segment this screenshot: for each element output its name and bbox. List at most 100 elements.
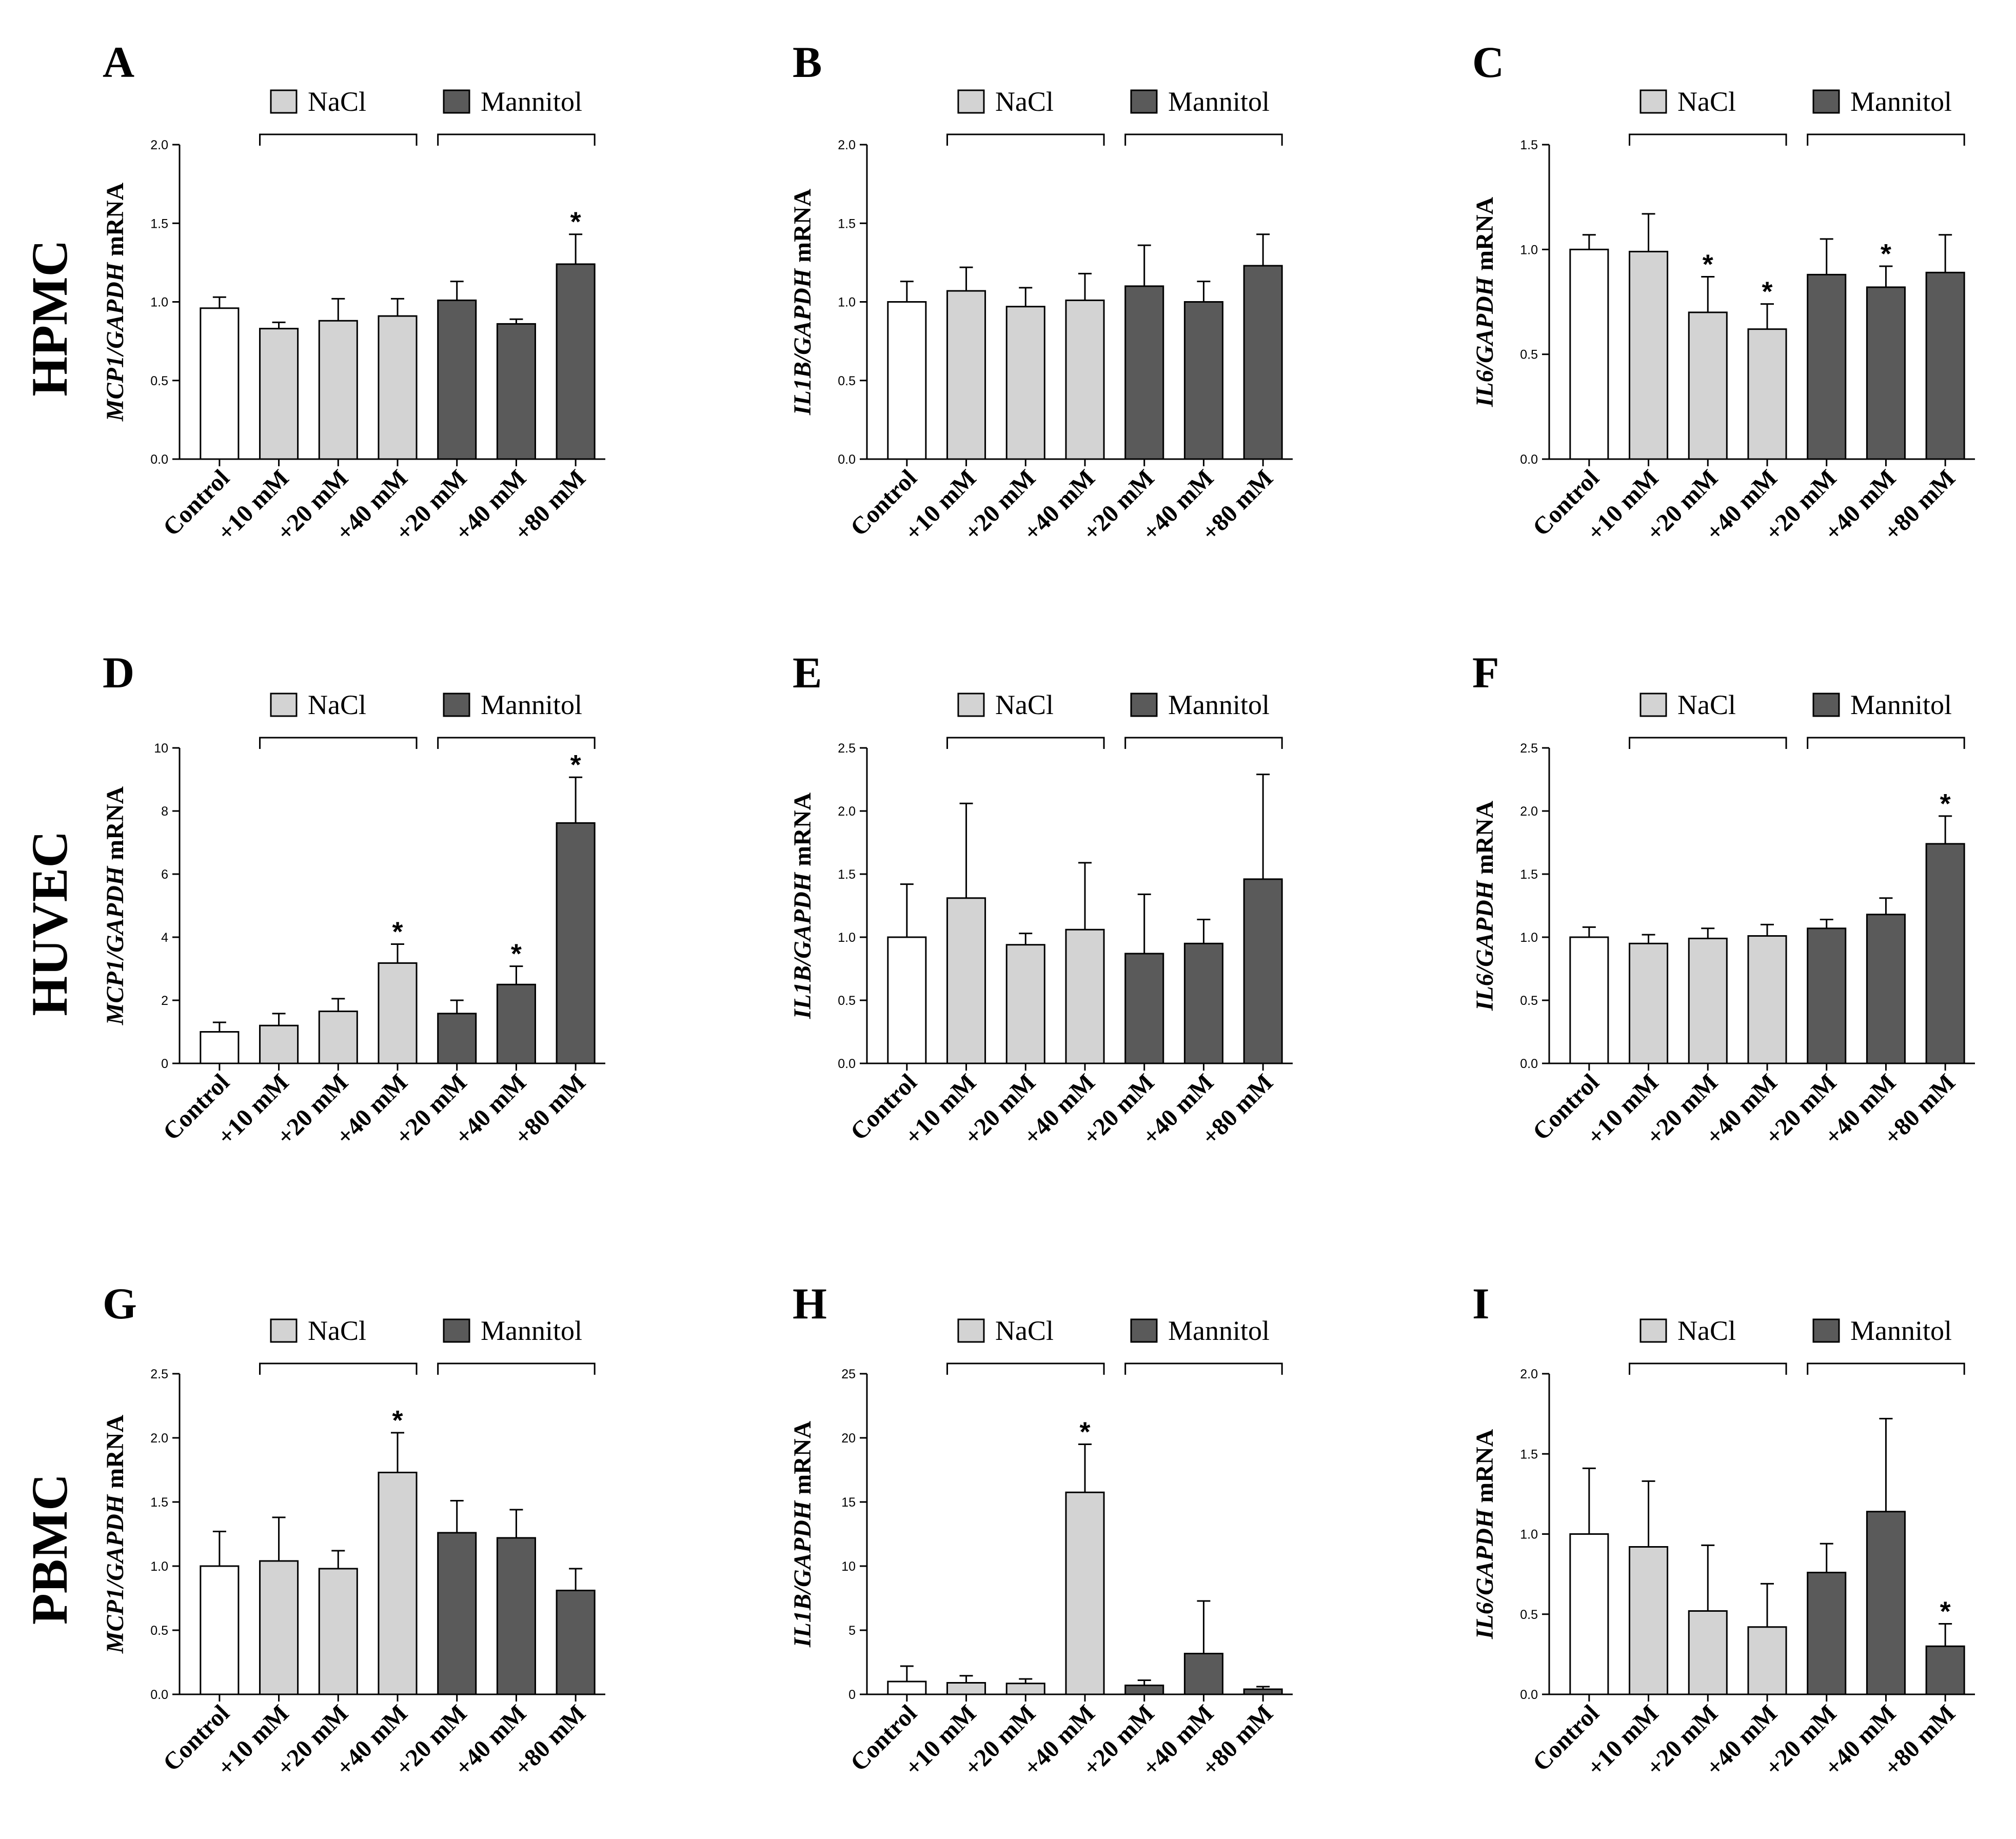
bar-nacl bbox=[946, 897, 986, 1064]
y-tick-label: 2.0 bbox=[838, 138, 856, 152]
y-axis-label: MCP1/GAPDH mRNA bbox=[102, 786, 129, 1026]
bar-control bbox=[887, 301, 927, 460]
bar-nacl bbox=[1005, 1683, 1045, 1695]
panel-f: F NaCl Mannitol 0.0 0.5 1.0 1.5 2.0 2.5 IL6/GAPDH… bbox=[1471, 648, 1975, 1151]
legend-label-mannitol: Mannitol bbox=[481, 1315, 582, 1346]
y-axis-label-gene: MCP1/GAPDH bbox=[102, 262, 129, 422]
bar-mannitol bbox=[437, 299, 477, 460]
y-tick-label: 1.0 bbox=[150, 295, 168, 310]
bar-mannitol bbox=[437, 1532, 477, 1695]
legend-swatch-nacl bbox=[270, 89, 298, 114]
y-tick-label: 1.5 bbox=[1520, 138, 1538, 152]
y-tick-label: 1.0 bbox=[838, 931, 856, 945]
legend-swatch-nacl bbox=[1639, 89, 1667, 114]
y-tick-label: 0.0 bbox=[150, 452, 168, 467]
significance-marker: * bbox=[1940, 788, 1951, 819]
bar-nacl bbox=[1688, 311, 1728, 460]
legend-label-nacl: NaCl bbox=[1677, 689, 1736, 720]
legend-label-nacl: NaCl bbox=[995, 689, 1054, 720]
bar-nacl bbox=[259, 1024, 299, 1064]
y-tick-label: 0.0 bbox=[1520, 452, 1538, 467]
bar-mannitol bbox=[1183, 301, 1223, 460]
panel-letter: H bbox=[793, 1279, 827, 1328]
y-tick-label: 1.0 bbox=[150, 1559, 168, 1574]
bracket-mannitol bbox=[1124, 133, 1283, 146]
y-tick-label: 2.5 bbox=[838, 741, 856, 756]
bar-nacl bbox=[946, 290, 986, 460]
panel-b: B NaCl Mannitol 0.0 0.5 1.0 1.5 2.0 IL1B/GAPDH m… bbox=[789, 37, 1293, 546]
y-tick-label: 0.0 bbox=[1520, 1057, 1538, 1071]
y-tick-label: 0.5 bbox=[1520, 994, 1538, 1008]
bar-nacl bbox=[1005, 944, 1045, 1064]
legend-label-nacl: NaCl bbox=[1677, 1315, 1736, 1346]
y-axis-label-suffix: mRNA bbox=[1471, 801, 1498, 881]
legend-label-nacl: NaCl bbox=[995, 86, 1054, 117]
y-tick-label: 25 bbox=[841, 1367, 856, 1381]
y-axis-label: IL1B/GAPDH mRNA bbox=[789, 189, 816, 416]
bar-mannitol bbox=[1183, 942, 1223, 1064]
y-tick-label: 1.0 bbox=[1520, 1528, 1538, 1542]
bracket-mannitol bbox=[1124, 737, 1283, 749]
y-axis-label-gene: IL1B/GAPDH bbox=[789, 872, 816, 1019]
y-axis-label: IL6/GAPDH mRNA bbox=[1471, 197, 1498, 408]
legend-label-nacl: NaCl bbox=[308, 689, 366, 720]
y-tick-label: 1.0 bbox=[1520, 243, 1538, 257]
y-axis-label-gene: MCP1/GAPDH bbox=[102, 1494, 129, 1654]
legend-label-nacl: NaCl bbox=[308, 1315, 366, 1346]
significance-marker: * bbox=[392, 1405, 403, 1436]
y-tick-label: 2.0 bbox=[1520, 804, 1538, 819]
significance-marker: * bbox=[570, 207, 581, 238]
bar-mannitol bbox=[496, 323, 536, 460]
bar-nacl bbox=[1065, 928, 1105, 1064]
y-tick-label: 10 bbox=[154, 741, 168, 756]
y-tick-label: 0 bbox=[161, 1057, 168, 1071]
legend-swatch-nacl bbox=[957, 1318, 985, 1343]
bracket-nacl bbox=[259, 737, 418, 749]
y-axis-label-suffix: mRNA bbox=[102, 786, 129, 866]
legend-label-mannitol: Mannitol bbox=[1850, 1315, 1952, 1346]
legend-swatch-nacl bbox=[270, 1318, 298, 1343]
bracket-mannitol bbox=[1124, 1362, 1283, 1375]
bar-nacl bbox=[259, 1560, 299, 1695]
legend-swatch-mannitol bbox=[443, 1318, 470, 1343]
bar-nacl bbox=[1688, 937, 1728, 1064]
bar-mannitol bbox=[1866, 914, 1906, 1064]
bracket-mannitol bbox=[1807, 133, 1965, 146]
bar-control bbox=[200, 1031, 240, 1064]
significance-marker: * bbox=[1703, 249, 1713, 280]
significance-marker: * bbox=[392, 917, 403, 947]
bracket-mannitol bbox=[1807, 737, 1965, 749]
bracket-nacl bbox=[946, 737, 1105, 749]
panel-letter: C bbox=[1472, 37, 1504, 87]
bar-mannitol bbox=[496, 1537, 536, 1695]
bar-control bbox=[200, 307, 240, 460]
legend-swatch-mannitol bbox=[1130, 693, 1158, 717]
bar-control bbox=[887, 1680, 927, 1695]
bar-mannitol bbox=[1243, 265, 1283, 460]
bracket-nacl bbox=[946, 1362, 1105, 1375]
bracket-nacl bbox=[259, 133, 418, 146]
y-tick-label: 2.0 bbox=[838, 804, 856, 819]
bar-nacl bbox=[1747, 935, 1787, 1064]
bar-nacl bbox=[1629, 250, 1669, 460]
y-axis-label-gene: IL6/GAPDH bbox=[1471, 880, 1498, 1011]
y-axis-label-suffix: mRNA bbox=[789, 1421, 816, 1501]
y-tick-label: 1.0 bbox=[838, 295, 856, 310]
legend-label-mannitol: Mannitol bbox=[1168, 1315, 1270, 1346]
bracket-mannitol bbox=[437, 1362, 596, 1375]
y-tick-label: 0.5 bbox=[838, 374, 856, 388]
panel-g: G NaCl Mannitol 0.0 0.5 1.0 1.5 2.0 2.5 MCP1/GAPD… bbox=[102, 1279, 605, 1782]
y-tick-label: 2.5 bbox=[150, 1367, 168, 1381]
legend-label-mannitol: Mannitol bbox=[481, 689, 582, 720]
bracket-nacl bbox=[946, 133, 1105, 146]
bar-nacl bbox=[1065, 299, 1105, 460]
y-axis-label-suffix: mRNA bbox=[102, 1415, 129, 1495]
bar-mannitol bbox=[556, 263, 596, 460]
bracket-nacl bbox=[1629, 1362, 1787, 1375]
bar-nacl bbox=[1065, 1491, 1105, 1695]
y-tick-label: 1.5 bbox=[1520, 867, 1538, 882]
panel-e: E NaCl Mannitol 0.0 0.5 1.0 1.5 2.0 2.5 IL1B/GAPD… bbox=[789, 648, 1293, 1151]
